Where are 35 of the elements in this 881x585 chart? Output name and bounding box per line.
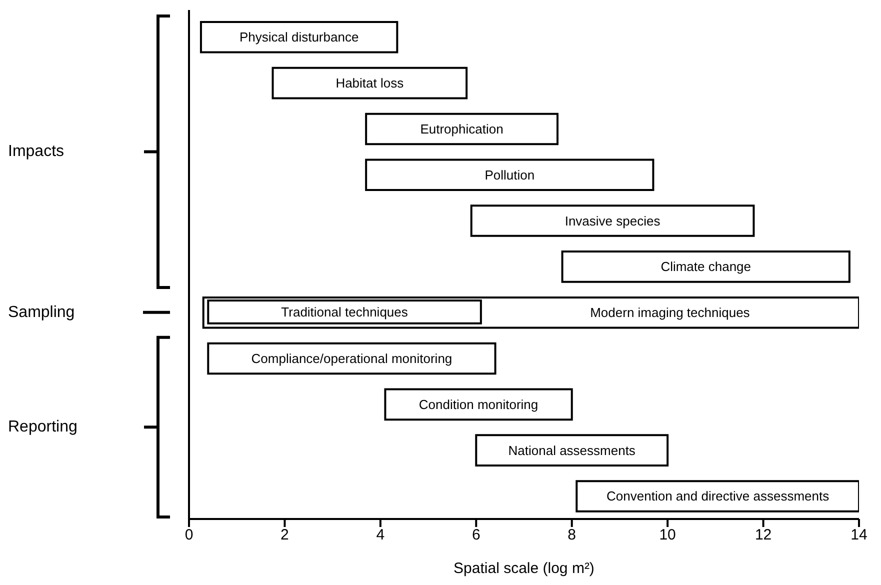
y-tick-label: Invasive species bbox=[564, 213, 661, 228]
x-tick-label: 0 bbox=[184, 526, 194, 544]
data-label: Traditional techniques bbox=[281, 304, 408, 320]
text: Reporting bbox=[8, 418, 78, 436]
y-tick-label: Pollution bbox=[484, 167, 535, 182]
x-tick-label: 14 bbox=[850, 526, 868, 544]
y-tick-label: Convention and directive assessments bbox=[606, 488, 830, 504]
y-tick-label: Habitat loss bbox=[336, 76, 404, 91]
text: Impacts bbox=[8, 143, 64, 160]
bar bbox=[272, 66, 468, 100]
y-tick-label: Climate change bbox=[660, 259, 752, 274]
y-tick-label: Physical disturbance bbox=[239, 30, 359, 45]
x-tick-label: 8 bbox=[568, 526, 576, 544]
bar bbox=[200, 21, 398, 54]
bar bbox=[470, 204, 755, 237]
y-tick-label: Eutrophication bbox=[420, 121, 504, 136]
text: Sampling bbox=[8, 304, 75, 321]
y-tick-label: Compliance/operational monitoring bbox=[251, 351, 452, 366]
y-tick-label: Modern imaging techniques bbox=[590, 305, 750, 320]
y-tick-label: Condition monitoring bbox=[418, 396, 538, 412]
bar bbox=[365, 112, 558, 146]
bar bbox=[576, 480, 859, 512]
x-tick-label: 6 bbox=[472, 526, 480, 544]
bar bbox=[365, 158, 654, 192]
x-tick-label: 2 bbox=[280, 526, 289, 544]
bar bbox=[475, 434, 669, 466]
x-tick-label: 4 bbox=[376, 526, 385, 544]
x-tick-label: 12 bbox=[754, 526, 772, 544]
bar bbox=[207, 342, 496, 375]
bar bbox=[561, 250, 850, 283]
y-tick-label: National assessments bbox=[508, 442, 636, 458]
x-axis-title: Spatial scale (log m²) bbox=[454, 560, 594, 577]
x-tick-label: 10 bbox=[659, 526, 676, 544]
bar bbox=[207, 299, 482, 324]
bar bbox=[384, 388, 573, 421]
